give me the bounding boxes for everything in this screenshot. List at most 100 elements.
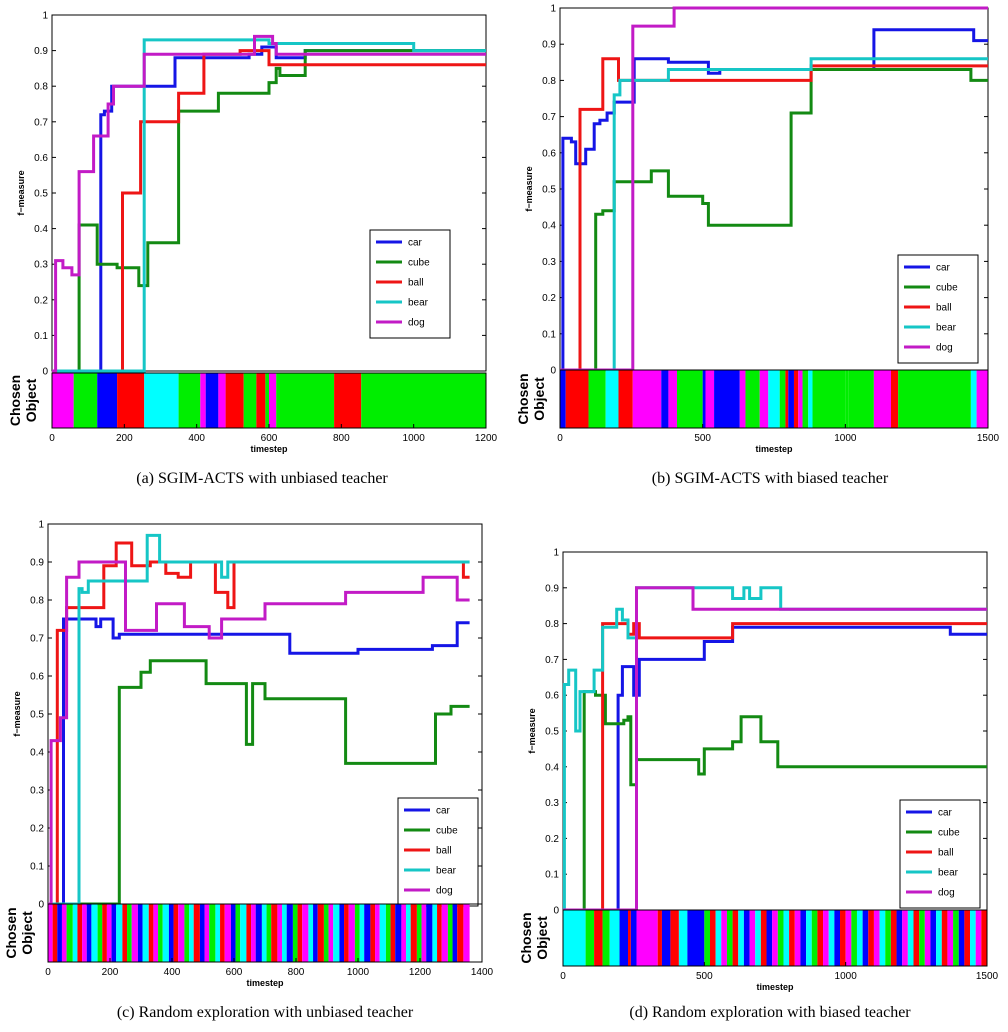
chosen-object-segment-dog bbox=[131, 904, 138, 962]
chosen-object-segment-ball bbox=[122, 904, 128, 962]
chosen-object-segment-bear bbox=[308, 904, 314, 962]
y-tick-label: 0.8 bbox=[542, 76, 556, 87]
chosen-object-segment-bear bbox=[162, 904, 169, 962]
legend-label-cube: cube bbox=[936, 283, 958, 294]
y-tick-label: 1 bbox=[553, 548, 559, 559]
y-tick-label: 0.4 bbox=[545, 762, 559, 773]
caption-d: (d) Random exploration with biased teach… bbox=[629, 1004, 911, 1021]
chosen-object-segment-ball bbox=[709, 910, 716, 966]
chosen-object-segment-car bbox=[230, 904, 236, 962]
y-tick-label: 0.2 bbox=[542, 293, 556, 304]
chosen-object-segment-cube bbox=[602, 910, 610, 966]
chosen-object-segment-bear bbox=[72, 904, 78, 962]
chosen-object-segment-cube bbox=[266, 904, 272, 962]
chosen-object-label: Chosen bbox=[3, 907, 19, 958]
chosen-object-segment-ball bbox=[437, 904, 442, 962]
chosen-object-segment-dog bbox=[873, 910, 880, 966]
chosen-object-segment-car bbox=[766, 910, 773, 966]
chosen-object-segment-ball bbox=[760, 910, 767, 966]
chosen-object-segment-cube bbox=[127, 904, 132, 962]
y-tick-label: 0.4 bbox=[542, 221, 556, 232]
chosen-object-segment-cube bbox=[885, 910, 891, 966]
legend-label-ball: ball bbox=[938, 848, 954, 859]
chosen-object-segment-dog bbox=[302, 904, 309, 962]
chosen-object-segment-dog bbox=[224, 904, 231, 962]
chosen-object-segment-ball bbox=[789, 910, 795, 966]
chosen-object-segment-car bbox=[199, 904, 205, 962]
chosen-object-segment-dog bbox=[902, 910, 908, 966]
y-tick-label: 0.7 bbox=[30, 634, 44, 645]
series-line-bear bbox=[562, 586, 987, 912]
y-tick-label: 0.2 bbox=[34, 295, 48, 306]
chosen-object-segment-dog bbox=[401, 904, 407, 962]
x-axis-label: timestep bbox=[246, 978, 284, 988]
legend-label-cube: cube bbox=[436, 826, 458, 837]
chosen-object-segment-ball bbox=[670, 910, 679, 966]
chosen-object-segment-ball bbox=[594, 910, 603, 966]
x-tick-label: 600 bbox=[261, 433, 278, 444]
x-axis-label: timestep bbox=[250, 444, 288, 454]
chosen-object-segment-ball bbox=[964, 910, 971, 966]
chosen-object-segment-cube bbox=[676, 370, 703, 428]
x-tick-label: 400 bbox=[188, 433, 205, 444]
y-tick-label: 0.9 bbox=[542, 40, 556, 51]
y-axis-label: f−measure bbox=[527, 708, 537, 753]
y-tick-label: 0.7 bbox=[545, 655, 559, 666]
chosen-object-segment-bear bbox=[715, 910, 722, 966]
legend-label-car: car bbox=[436, 806, 451, 817]
chosen-object-segment-cube bbox=[243, 373, 257, 428]
series-line-cube bbox=[52, 49, 486, 373]
x-tick-label: 1000 bbox=[403, 433, 426, 444]
legend-label-car: car bbox=[408, 238, 423, 249]
chosen-object-segment-ball bbox=[77, 904, 83, 962]
chosen-object-segment-car bbox=[97, 373, 118, 428]
series-line-cube bbox=[48, 659, 470, 906]
chosen-object-segment-dog bbox=[463, 904, 470, 962]
chosen-object-segment-ball bbox=[225, 373, 244, 428]
y-axis-label: f−measure bbox=[16, 170, 26, 215]
legend-label-car: car bbox=[938, 808, 953, 819]
y-tick-label: 0.3 bbox=[545, 798, 559, 809]
chosen-object-segment-bear bbox=[806, 910, 812, 966]
chosen-object-segment-car bbox=[313, 904, 318, 962]
chosen-object-segment-car bbox=[661, 370, 669, 428]
x-tick-label: 200 bbox=[116, 433, 133, 444]
y-tick-label: 0.5 bbox=[545, 727, 559, 738]
chosen-object-segment-car bbox=[661, 910, 671, 966]
legend-label-cube: cube bbox=[938, 828, 960, 839]
x-tick-label: 0 bbox=[557, 433, 563, 444]
y-tick-label: 0.8 bbox=[545, 619, 559, 630]
chosen-object-segment-car bbox=[630, 910, 637, 966]
y-tick-label: 0 bbox=[550, 366, 556, 377]
y-tick-label: 0.3 bbox=[34, 260, 48, 271]
chosen-object-segment-car bbox=[619, 910, 629, 966]
chosen-object-segment-cube bbox=[323, 904, 329, 962]
y-tick-label: 0.6 bbox=[545, 691, 559, 702]
chosen-object-segment-cube bbox=[235, 904, 241, 962]
chosen-object-segment-dog bbox=[277, 904, 283, 962]
chosen-object-segment-bear bbox=[828, 910, 835, 966]
chosen-object-segment-car bbox=[137, 904, 143, 962]
chosen-object-segment-cube bbox=[779, 370, 786, 428]
x-tick-label: 600 bbox=[226, 967, 243, 978]
chosen-object-segment-ball bbox=[565, 370, 589, 428]
y-tick-label: 0.2 bbox=[545, 834, 559, 845]
chosen-object-segment-dog bbox=[976, 370, 988, 428]
chosen-object-segment-bear bbox=[605, 370, 619, 428]
chosen-object-segment-cube bbox=[73, 373, 98, 428]
chart-b: 0 0.1 0.2 0.3 0.4 0.5 0.6 0.7 0.8 0.9 1 f−measure ca… bbox=[515, 4, 1000, 455]
chosen-object-segment-ball bbox=[628, 910, 631, 966]
chosen-object-segment-bear bbox=[936, 910, 942, 966]
chosen-object-segment-bear bbox=[333, 904, 340, 962]
chosen-object-segment-dog bbox=[251, 904, 256, 962]
y-tick-label: 0.1 bbox=[545, 870, 559, 881]
chosen-object-segment-cube bbox=[811, 910, 818, 966]
chosen-object-segment-dog bbox=[636, 910, 658, 966]
x-tick-label: 0 bbox=[45, 967, 51, 978]
chosen-object-segment-dog bbox=[178, 904, 185, 962]
y-tick-label: 0.3 bbox=[542, 257, 556, 268]
y-tick-label: 0 bbox=[553, 906, 559, 917]
chosen-object-segment-dog bbox=[947, 910, 954, 966]
x-tick-label: 0 bbox=[49, 433, 55, 444]
legend-label-dog: dog bbox=[936, 343, 953, 354]
